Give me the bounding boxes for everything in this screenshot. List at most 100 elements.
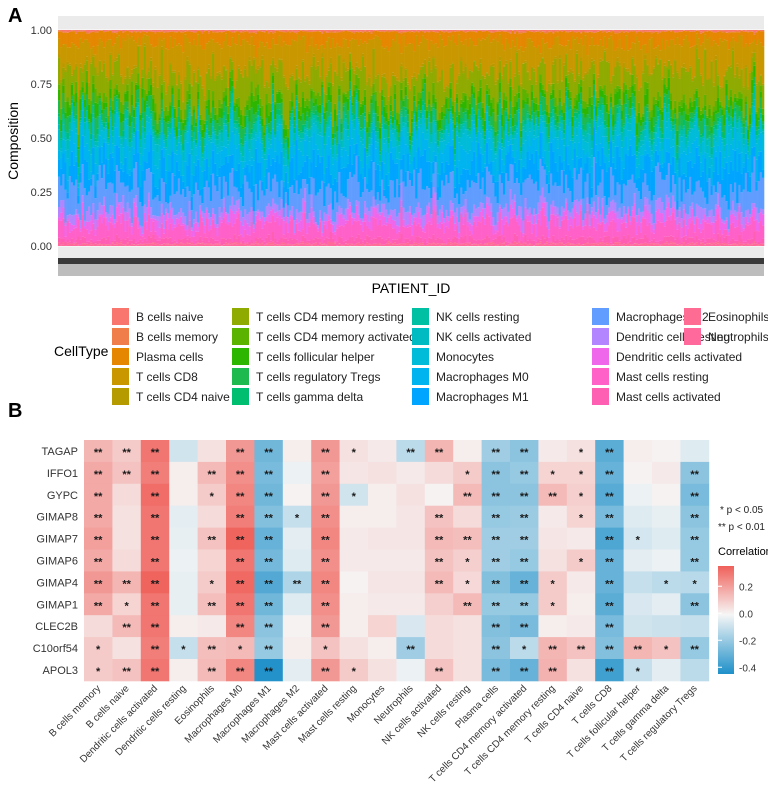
composition-bar-segment	[535, 241, 538, 244]
composition-bar-segment	[132, 168, 136, 198]
composition-bar-segment	[490, 64, 493, 67]
composition-bar-segment	[331, 133, 335, 139]
composition-bar-segment	[355, 85, 358, 89]
composition-bar-segment	[218, 226, 221, 243]
composition-bar-segment	[398, 243, 401, 245]
composition-bar-segment	[513, 114, 517, 126]
composition-bar-segment	[167, 121, 170, 124]
composition-bar-segment	[539, 210, 542, 226]
composition-bar-segment	[336, 114, 339, 126]
composition-bar-segment	[524, 47, 527, 61]
composition-bar-segment	[132, 31, 136, 41]
composition-bar-segment	[233, 134, 236, 145]
composition-bar-segment	[481, 125, 485, 130]
composition-bar-segment	[468, 187, 472, 220]
composition-bar-segment	[432, 30, 435, 32]
composition-bar-segment	[75, 31, 78, 34]
composition-bar-segment	[453, 230, 457, 237]
composition-bar-segment	[353, 97, 356, 115]
composition-bar-segment	[396, 158, 399, 164]
composition-bar-segment	[64, 118, 67, 130]
composition-bar-segment	[436, 200, 440, 216]
composition-bar-segment	[184, 134, 187, 141]
composition-bar-segment	[190, 155, 194, 175]
composition-bar-segment	[363, 30, 367, 32]
composition-bar-segment	[186, 243, 189, 246]
composition-bar-segment	[398, 43, 401, 81]
composition-bar-segment	[406, 211, 410, 225]
composition-bar-segment	[338, 226, 341, 237]
composition-bar-segment	[66, 180, 69, 193]
composition-bar-segment	[372, 113, 375, 118]
composition-bar-segment	[513, 32, 517, 34]
composition-bar-segment	[440, 119, 444, 130]
composition-bar-segment	[147, 36, 151, 68]
composition-bar-segment	[455, 103, 459, 117]
composition-bar-segment	[312, 123, 316, 133]
composition-bar-segment	[164, 183, 168, 203]
composition-bar-segment	[404, 69, 408, 78]
composition-bar-segment	[329, 242, 333, 244]
composition-bar-segment	[458, 129, 461, 133]
composition-bar-segment	[132, 132, 136, 135]
composition-bar-segment	[224, 70, 228, 89]
composition-bar-segment	[220, 32, 224, 49]
composition-bar-segment	[430, 30, 433, 31]
composition-bar-segment	[269, 242, 273, 245]
composition-bar-segment	[355, 237, 358, 244]
composition-bar-segment	[505, 216, 508, 222]
composition-bar-segment	[363, 41, 367, 67]
composition-bar-segment	[237, 117, 241, 124]
composition-bar-segment	[421, 189, 425, 216]
composition-bar-segment	[246, 164, 249, 182]
composition-bar-segment	[325, 30, 328, 32]
composition-bar-segment	[304, 129, 307, 134]
composition-bar-segment	[197, 190, 200, 223]
composition-bar-segment	[192, 243, 196, 245]
composition-bar-segment	[535, 223, 538, 237]
composition-bar-segment	[325, 221, 328, 230]
composition-bar-segment	[530, 214, 534, 224]
composition-bar-segment	[246, 100, 249, 105]
composition-bar-segment	[75, 214, 78, 228]
composition-bar-segment	[152, 86, 155, 95]
composition-bar-segment	[346, 31, 350, 48]
composition-bar-segment	[479, 63, 482, 80]
composition-bar-segment	[316, 31, 320, 50]
composition-bar-segment	[304, 212, 307, 238]
composition-bar-segment	[314, 244, 318, 246]
composition-bar-segment	[199, 45, 202, 76]
composition-bar-segment	[278, 31, 281, 36]
composition-bar-segment	[194, 222, 198, 232]
composition-bar-segment	[466, 31, 470, 32]
composition-bar-segment	[92, 54, 95, 57]
composition-bar-segment	[284, 30, 288, 32]
composition-bar-segment	[468, 174, 472, 188]
composition-bar-segment	[340, 123, 343, 133]
composition-bar-segment	[413, 101, 416, 112]
composition-bar-segment	[60, 220, 63, 239]
composition-bar-segment	[432, 106, 435, 109]
composition-bar-segment	[293, 145, 296, 155]
composition-bar-segment	[289, 215, 292, 221]
composition-bar-segment	[199, 205, 202, 210]
composition-bar-segment	[528, 38, 532, 80]
composition-bar-segment	[289, 220, 292, 238]
composition-bar-segment	[64, 101, 67, 113]
composition-bar-segment	[256, 84, 260, 95]
composition-bar-segment	[135, 162, 138, 196]
composition-bar-segment	[113, 61, 117, 89]
composition-bar-segment	[259, 243, 262, 245]
composition-bar-segment	[197, 231, 200, 241]
composition-bar-segment	[246, 30, 249, 31]
composition-bar-segment	[537, 65, 540, 67]
composition-bar-segment	[117, 30, 121, 31]
composition-bar-segment	[271, 102, 275, 111]
composition-bar-segment	[423, 64, 427, 74]
composition-bar-segment	[113, 96, 117, 111]
composition-bar-segment	[333, 133, 337, 138]
composition-bar-segment	[537, 244, 540, 246]
composition-bar-segment	[438, 76, 442, 81]
composition-bar-segment	[220, 199, 224, 213]
composition-bar-segment	[132, 148, 136, 155]
